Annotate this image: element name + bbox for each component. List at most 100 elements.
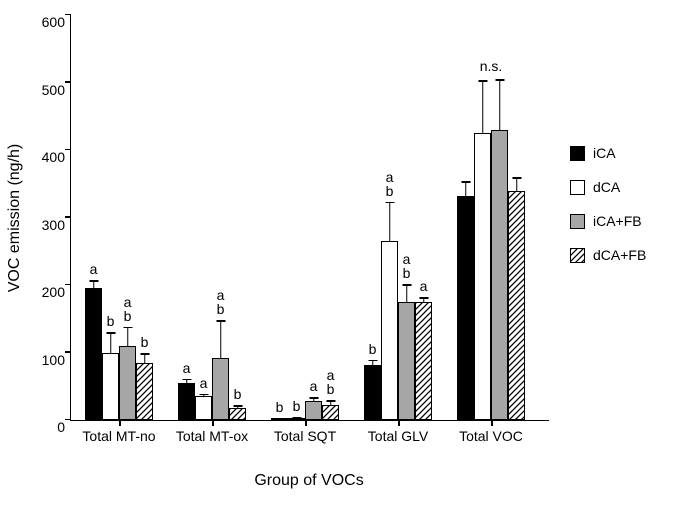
error-bar (482, 80, 484, 133)
error-bar (516, 177, 518, 191)
legend-swatch (570, 180, 585, 195)
error-cap (385, 202, 394, 204)
error-cap (309, 397, 318, 399)
x-category-label: Total GLV (353, 420, 443, 444)
bar (195, 396, 212, 420)
error-cap (495, 79, 504, 81)
y-tick-mark (65, 284, 71, 286)
sig-letter: b (107, 314, 115, 328)
bar (102, 353, 119, 421)
bar (119, 346, 136, 420)
error-bar (499, 79, 501, 130)
y-tick-label: 300 (42, 217, 71, 233)
error-cap (216, 320, 225, 322)
error-cap (182, 379, 191, 381)
bar (288, 418, 305, 420)
bar (178, 383, 195, 420)
y-tick-label: 400 (42, 149, 71, 165)
legend-item: iCA+FB (570, 213, 646, 229)
sig-letter: b (234, 387, 242, 401)
bar (474, 133, 491, 420)
bar (457, 196, 474, 420)
bar (364, 365, 381, 420)
bar (136, 363, 153, 420)
sig-letter: a (420, 279, 428, 293)
sig-letter: a b (386, 170, 394, 198)
bar (229, 408, 246, 420)
sig-ns: n.s. (480, 59, 503, 73)
error-cap (140, 353, 149, 355)
sig-letter: a b (403, 252, 411, 280)
y-tick-mark (65, 419, 71, 421)
sig-letter: b (369, 342, 377, 356)
bar (415, 302, 432, 420)
x-category-label: Total SQT (260, 420, 350, 444)
bar (398, 302, 415, 420)
y-tick-label: 600 (42, 14, 71, 30)
sig-letter: b (293, 399, 301, 413)
sig-letter: a (310, 379, 318, 393)
y-tick-label: 200 (42, 284, 71, 300)
error-cap (199, 394, 208, 396)
error-cap (106, 332, 115, 334)
error-cap (512, 177, 521, 179)
error-bar (220, 320, 222, 358)
error-bar (127, 327, 129, 346)
y-tick-label: 0 (57, 419, 71, 435)
y-tick-mark (65, 14, 71, 16)
bar (212, 358, 229, 420)
sig-letter: a (183, 361, 191, 375)
y-tick-mark (65, 81, 71, 83)
legend-label: iCA+FB (593, 213, 642, 229)
bar (491, 130, 508, 420)
sig-letter: a b (217, 288, 225, 316)
error-bar (406, 284, 408, 302)
error-cap (89, 280, 98, 282)
bar (305, 401, 322, 420)
error-cap (326, 400, 335, 402)
y-tick-label: 500 (42, 82, 71, 98)
x-axis-label: Group of VOCs (254, 472, 363, 490)
legend-label: dCA (593, 179, 620, 195)
sig-letter: b (141, 335, 149, 349)
legend: iCA dCA iCA+FB dCA+FB (570, 145, 646, 281)
error-cap (123, 327, 132, 329)
bar (381, 241, 398, 420)
legend-label: dCA+FB (593, 247, 646, 263)
legend-item: iCA (570, 145, 646, 161)
y-tick-mark (65, 149, 71, 151)
legend-swatch (570, 248, 585, 263)
error-bar (389, 202, 391, 241)
x-category-label: Total MT-no (74, 420, 164, 444)
error-bar (110, 332, 112, 352)
bar (508, 191, 525, 421)
x-category-label: Total VOC (446, 420, 536, 444)
y-tick-mark (65, 351, 71, 353)
plot-area: 0100200300400500600Total MT-noaba bbTota… (70, 15, 549, 421)
error-cap (233, 405, 242, 407)
sig-letter: a (90, 262, 98, 276)
voc-bar-chart: 0100200300400500600Total MT-noaba bbTota… (0, 0, 685, 510)
legend-label: iCA (593, 145, 616, 161)
y-tick-label: 100 (42, 352, 71, 368)
error-cap (478, 80, 487, 82)
error-cap (275, 418, 284, 420)
error-cap (419, 297, 428, 299)
sig-letter: a (200, 376, 208, 390)
error-bar (465, 181, 467, 196)
y-tick-mark (65, 216, 71, 218)
legend-swatch (570, 146, 585, 161)
x-category-label: Total MT-ox (167, 420, 257, 444)
sig-letter: b (276, 400, 284, 414)
bar (85, 288, 102, 420)
bar (322, 405, 339, 420)
legend-swatch (570, 214, 585, 229)
sig-letter: a b (124, 295, 132, 323)
sig-letter: a b (327, 368, 335, 396)
legend-item: dCA (570, 179, 646, 195)
error-cap (368, 360, 377, 362)
legend-item: dCA+FB (570, 247, 646, 263)
error-cap (402, 284, 411, 286)
error-cap (461, 181, 470, 183)
y-axis-label: VOC emission (ng/h) (6, 143, 24, 292)
